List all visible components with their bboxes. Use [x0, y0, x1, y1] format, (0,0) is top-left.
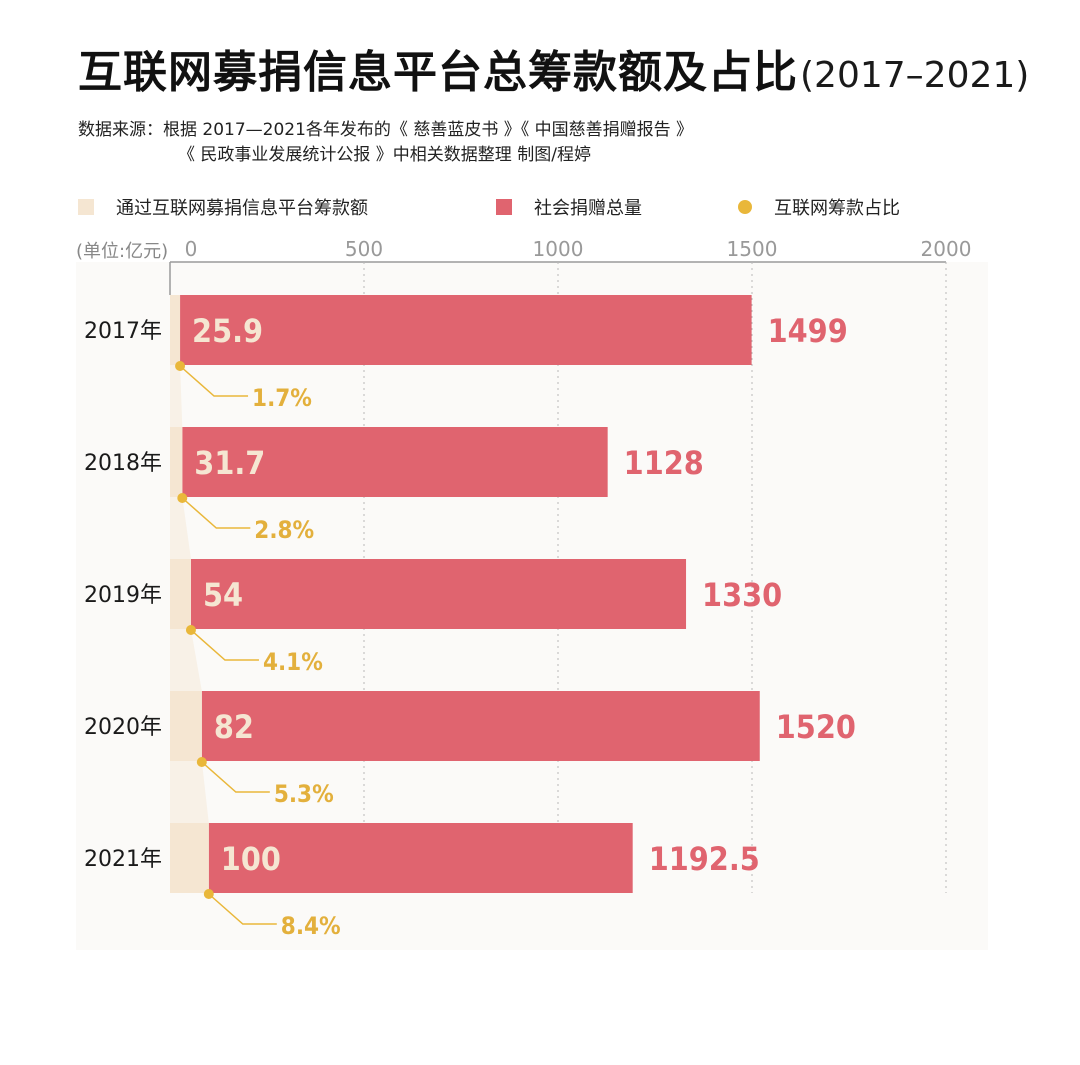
total-value-label: 1192.5 — [649, 840, 760, 878]
source-line-2: 《 民政事业发展统计公报 》中相关数据整理 制图/程婷 — [178, 145, 591, 165]
ratio-leader-line — [190, 629, 259, 661]
legend-label-total: 社会捐赠总量 — [534, 198, 642, 219]
bar-online — [170, 823, 209, 893]
online-connector-band — [170, 761, 209, 823]
bar-online — [170, 559, 191, 629]
x-tick-label: 500 — [345, 237, 383, 261]
legend-label-online: 通过互联网募捐信息平台筹款额 — [116, 198, 368, 219]
bar-online — [170, 691, 202, 761]
total-value-label: 1499 — [768, 312, 848, 350]
category-label: 2021年 — [84, 847, 162, 872]
ratio-leader-line — [181, 497, 251, 529]
ratio-leader-line — [208, 893, 277, 925]
bar-total — [208, 823, 633, 893]
bar-total — [190, 559, 687, 629]
bar-online — [170, 427, 183, 497]
total-value-label: 1330 — [702, 576, 782, 614]
x-tick-label: 0 — [185, 237, 198, 261]
chart-title: 互联网募捐信息平台总筹款额及占比 — [78, 47, 798, 98]
title-row: 互联网募捐信息平台总筹款额及占比(2017–2021) — [78, 36, 1029, 100]
source-line-1: 数据来源：根据 2017—2021各年发布的《 慈善蓝皮书 》《 中国慈善捐赠报… — [78, 120, 694, 140]
bar-total — [180, 295, 752, 365]
legend-label-ratio: 互联网筹款占比 — [774, 198, 900, 219]
ratio-point — [185, 625, 196, 635]
online-value-label: 100 — [221, 840, 281, 878]
ratio-leader-line — [179, 365, 249, 397]
total-value-label: 1520 — [776, 708, 856, 746]
ratio-value-label: 5.3% — [274, 780, 334, 808]
bar-total — [201, 691, 760, 761]
online-connector-band — [170, 497, 191, 559]
category-label: 2017年 — [84, 319, 162, 344]
x-tick-label: 1000 — [533, 237, 584, 261]
online-connector-band — [170, 629, 202, 691]
online-value-label: 31.7 — [194, 444, 265, 482]
chart-title-years: (2017–2021) — [800, 55, 1030, 96]
total-value-label: 1128 — [624, 444, 704, 482]
online-connector-band — [170, 365, 183, 427]
online-value-label: 54 — [203, 576, 243, 614]
unit-label: (单位:亿元) — [76, 241, 169, 262]
ratio-point — [203, 889, 214, 899]
x-tick-label: 2000 — [921, 237, 972, 261]
ratio-point — [196, 757, 207, 767]
legend-item-total: 社会捐赠总量 — [496, 194, 642, 220]
category-label: 2018年 — [84, 451, 162, 476]
ratio-value-label: 8.4% — [281, 912, 341, 940]
ratio-point — [175, 361, 186, 371]
data-source: 数据来源：根据 2017—2021各年发布的《 慈善蓝皮书 》《 中国慈善捐赠报… — [78, 118, 693, 168]
ratio-value-label: 2.8% — [254, 516, 314, 544]
online-value-label: 25.9 — [192, 312, 263, 350]
ratio-leader-line — [201, 761, 270, 793]
ratio-point — [177, 493, 188, 503]
ratio-value-label: 1.7% — [252, 384, 312, 412]
bar-online — [170, 295, 181, 365]
category-label: 2020年 — [84, 715, 162, 740]
legend-item-online: 通过互联网募捐信息平台筹款额 — [78, 194, 368, 220]
legend-marker-ratio — [738, 200, 752, 214]
legend-swatch-online — [78, 199, 94, 215]
ratio-value-label: 4.1% — [263, 648, 323, 676]
online-value-label: 82 — [214, 708, 254, 746]
legend-item-ratio: 互联网筹款占比 — [738, 194, 900, 220]
legend-swatch-total — [496, 199, 512, 215]
bar-total — [182, 427, 608, 497]
category-label: 2019年 — [84, 583, 162, 608]
x-tick-label: 1500 — [727, 237, 778, 261]
